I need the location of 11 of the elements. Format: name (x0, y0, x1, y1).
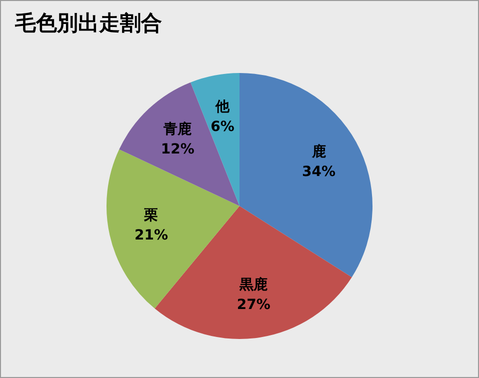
slice-label: 鹿 (310, 143, 326, 160)
data-label: 12% (160, 142, 194, 158)
slice-label: 他 (214, 98, 231, 115)
data-label: 21% (134, 227, 168, 244)
data-label: 27% (236, 296, 270, 313)
data-label: 6% (210, 118, 234, 135)
chart-title: 毛色別出走割合 (15, 10, 162, 37)
data-label: 34% (302, 164, 336, 180)
slice-label: 栗 (143, 207, 158, 224)
slice-label: 黒鹿 (238, 276, 268, 293)
slice-label: 青鹿 (162, 120, 192, 138)
